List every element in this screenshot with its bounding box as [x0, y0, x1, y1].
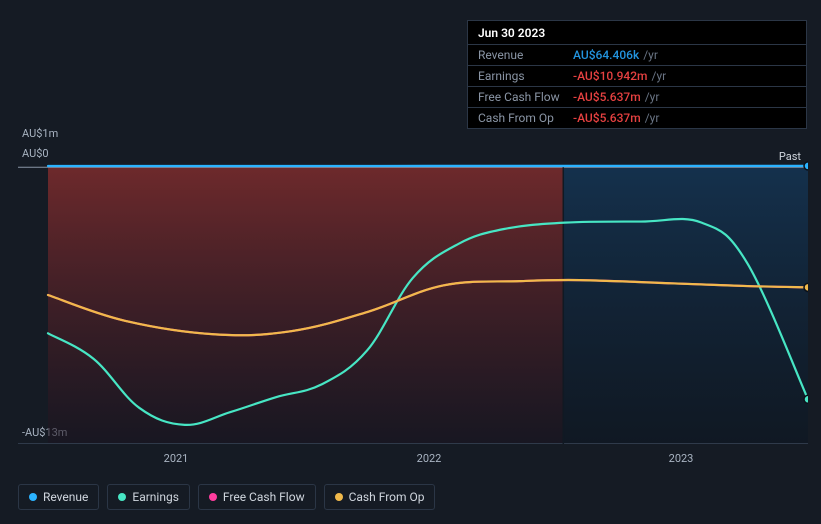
legend-dot-icon — [118, 493, 126, 501]
tooltip-row: Cash From Op-AU$5.637m/yr — [468, 107, 806, 128]
tooltip-row-label: Earnings — [478, 69, 573, 83]
tooltip-row-unit: /yr — [643, 48, 658, 62]
legend-cash-from-op[interactable]: Cash From Op — [324, 484, 436, 510]
tooltip-row-label: Cash From Op — [478, 111, 573, 125]
y-axis-label: AU$1m — [22, 127, 58, 140]
legend-earnings[interactable]: Earnings — [107, 484, 190, 510]
x-axis-label: 2022 — [417, 452, 442, 465]
legend-free-cash-flow[interactable]: Free Cash Flow — [198, 484, 316, 510]
series-end-marker — [804, 395, 808, 403]
chart-tooltip: Jun 30 2023 RevenueAU$64.406k/yrEarnings… — [467, 20, 807, 129]
legend-dot-icon — [209, 493, 217, 501]
tooltip-row-unit: /yr — [645, 111, 660, 125]
legend-revenue[interactable]: Revenue — [18, 484, 99, 510]
tooltip-row: Free Cash Flow-AU$5.637m/yr — [468, 86, 806, 107]
financials-chart — [18, 146, 808, 444]
tooltip-row-label: Revenue — [478, 48, 573, 62]
tooltip-row: Earnings-AU$10.942m/yr — [468, 65, 806, 86]
x-axis-label: 2021 — [164, 452, 189, 465]
legend-dot-icon — [29, 493, 37, 501]
tooltip-row-unit: /yr — [652, 69, 667, 83]
legend-label: Revenue — [43, 490, 88, 504]
tooltip-row-value: -AU$10.942m — [573, 69, 648, 83]
tooltip-row-label: Free Cash Flow — [478, 90, 573, 104]
tooltip-row-value: AU$64.406k — [573, 48, 639, 62]
tooltip-row-value: -AU$5.637m — [573, 90, 641, 104]
legend-label: Earnings — [132, 490, 179, 504]
chart-legend: Revenue Earnings Free Cash Flow Cash From O… — [18, 484, 435, 510]
legend-dot-icon — [335, 493, 343, 501]
tooltip-row: RevenueAU$64.406k/yr — [468, 44, 806, 65]
tooltip-header: Jun 30 2023 — [468, 21, 806, 44]
legend-label: Free Cash Flow — [223, 490, 305, 504]
series-end-marker — [804, 283, 808, 291]
series-end-marker — [804, 162, 808, 170]
legend-label: Cash From Op — [349, 490, 425, 504]
x-axis-label: 2023 — [669, 452, 694, 465]
tooltip-row-value: -AU$5.637m — [573, 111, 641, 125]
tooltip-row-unit: /yr — [645, 90, 660, 104]
